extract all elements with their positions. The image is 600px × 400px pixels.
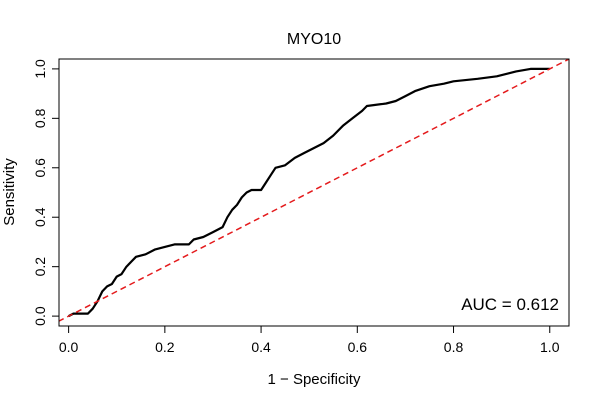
x-axis-label: 1 − Specificity bbox=[268, 371, 361, 388]
y-tick-label: 0.8 bbox=[32, 108, 48, 128]
y-tick-label: 0.6 bbox=[32, 158, 48, 178]
chart-title: MYO10 bbox=[287, 31, 341, 48]
x-tick-label: 0.6 bbox=[348, 339, 368, 355]
y-tick-label: 0.0 bbox=[32, 306, 48, 326]
x-tick-label: 1.0 bbox=[540, 339, 560, 355]
x-tick-label: 0.2 bbox=[155, 339, 175, 355]
y-axis-label: Sensitivity bbox=[1, 158, 18, 226]
plot-marks bbox=[59, 59, 569, 322]
y-tick-label: 0.2 bbox=[32, 257, 48, 277]
x-tick-label: 0.8 bbox=[444, 339, 464, 355]
x-tick-label: 0.0 bbox=[59, 339, 79, 355]
auc-annotation: AUC = 0.612 bbox=[461, 295, 559, 314]
reference-diagonal-line bbox=[59, 59, 569, 322]
roc-curve-line bbox=[68, 67, 550, 318]
y-tick-label: 0.4 bbox=[32, 207, 48, 227]
x-tick-label: 0.4 bbox=[251, 339, 271, 355]
y-tick-label: 1.0 bbox=[32, 59, 48, 79]
plot-frame bbox=[58, 58, 570, 327]
